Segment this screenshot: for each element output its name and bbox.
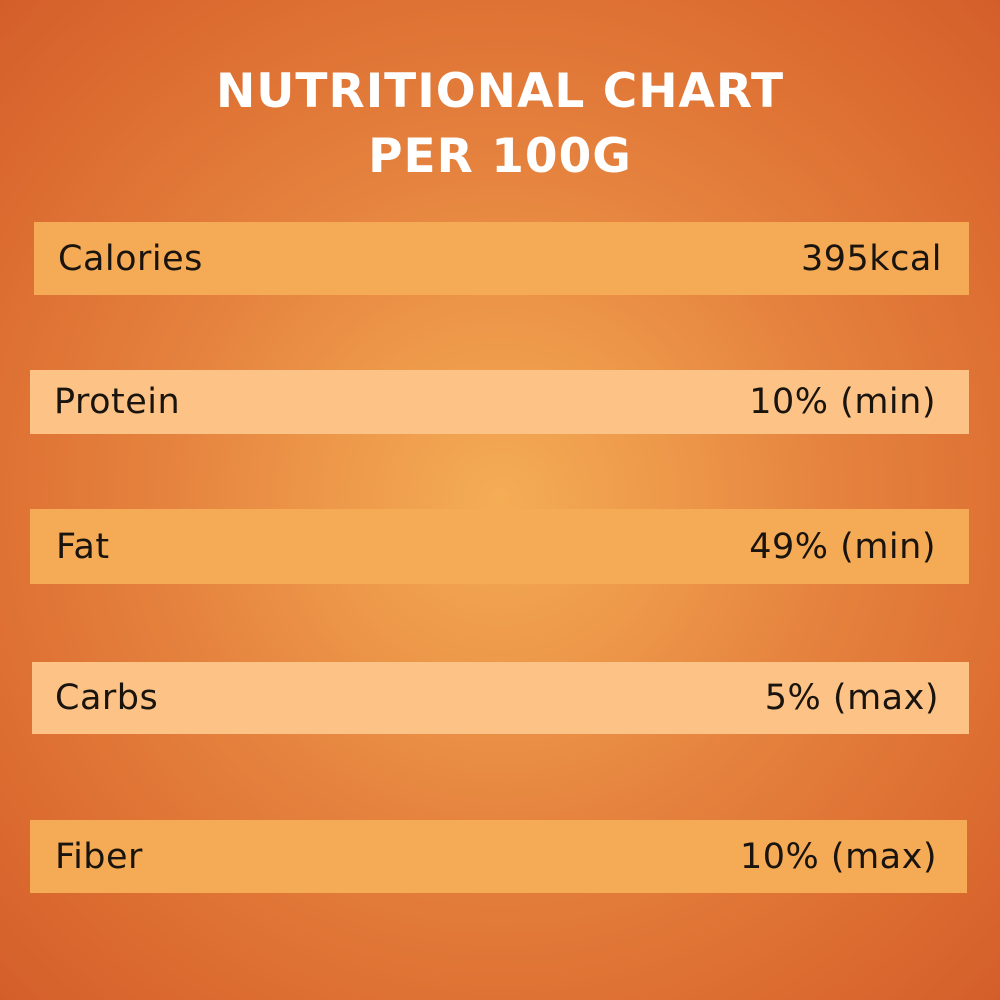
chart-title: NUTRITIONAL CHART	[215, 64, 785, 119]
nutrient-value: 5% (max)	[764, 678, 939, 718]
nutrient-label: Calories	[58, 238, 203, 279]
nutrient-label: Protein	[54, 382, 181, 422]
nutrition-row-carbs: Carbs 5% (max)	[32, 662, 969, 734]
nutrient-label: Fiber	[55, 836, 143, 877]
nutrient-label: Carbs	[55, 678, 159, 718]
nutrient-value: 395kcal	[801, 238, 942, 279]
nutrition-row-fiber: Fiber 10% (max)	[30, 820, 967, 893]
nutrition-row-fat: Fat 49% (min)	[30, 509, 969, 584]
nutrition-row-protein: Protein 10% (min)	[30, 370, 969, 434]
nutrient-value: 10% (max)	[740, 836, 937, 877]
chart-subtitle: PER 100G	[368, 129, 632, 184]
nutrient-value: 10% (min)	[749, 382, 936, 422]
nutrient-value: 49% (min)	[749, 526, 936, 567]
nutrient-label: Fat	[56, 526, 110, 567]
nutrition-row-calories: Calories 395kcal	[34, 222, 969, 295]
